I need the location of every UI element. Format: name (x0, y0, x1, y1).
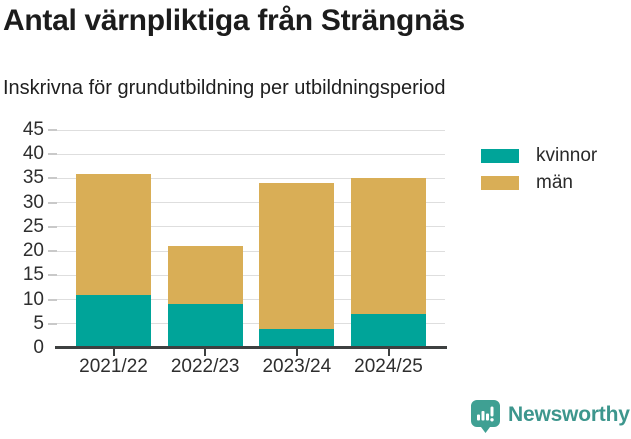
legend-label: kvinnor (536, 145, 598, 166)
y-tick (48, 177, 57, 180)
y-axis-labels: 0 5 10 15 20 25 30 35 40 45 (0, 119, 44, 358)
logo-text: Newsworthy (508, 403, 630, 426)
bar-chart-speech-bubble-icon (471, 400, 500, 433)
y-axis-tick-label: 20 (22, 240, 44, 262)
x-tick (112, 349, 115, 356)
legend-swatch (481, 149, 519, 163)
y-axis-tick-label: 25 (22, 215, 44, 237)
legend-item-män: män (481, 172, 597, 193)
y-tick (48, 129, 57, 131)
y-tick (48, 322, 57, 325)
y-tick (48, 201, 57, 204)
bar-segment-kvinnor-2024/25 (351, 314, 426, 348)
legend-swatch (481, 176, 519, 190)
x-axis-tick-label: 2024/25 (354, 356, 423, 377)
y-tick (48, 250, 57, 253)
legend-label: män (536, 172, 573, 193)
y-tick (48, 153, 57, 156)
bar-segment-män-2024/25 (351, 178, 426, 315)
bar-segment-män-2022/23 (167, 246, 243, 305)
chart-subtitle: Inskrivna för grundutbildning per utbild… (3, 77, 446, 99)
x-tick (204, 349, 207, 356)
legend: kvinnor män (481, 145, 598, 203)
gridline (57, 323, 445, 325)
x-axis-line (55, 346, 447, 349)
legend-item-kvinnor: kvinnor (481, 145, 598, 166)
gridline (57, 202, 445, 204)
x-tick (295, 349, 298, 356)
gridline (57, 226, 445, 228)
y-axis-tick-label: 45 (22, 119, 44, 140)
x-axis-tick-label: 2022/23 (170, 356, 240, 377)
bar-segment-kvinnor-2022/23 (167, 304, 243, 348)
y-axis-tick-label: 30 (22, 191, 44, 213)
y-axis-tick-label: 10 (22, 288, 44, 310)
chart-title: Antal värnpliktiga från Strängnäs (3, 4, 465, 37)
gridline (57, 177, 445, 179)
newsworthy-logo: Newsworthy (471, 400, 630, 433)
x-axis-tick-label: 2021/22 (79, 356, 148, 377)
y-axis-tick-label: 15 (22, 264, 44, 286)
bar-segment-kvinnor-2021/22 (76, 294, 151, 348)
gridline (57, 299, 445, 301)
gridline (57, 153, 445, 155)
plot-area (48, 129, 445, 348)
y-tick (48, 274, 57, 277)
gridline (57, 274, 445, 276)
y-axis-tick-label: 5 (33, 312, 44, 334)
y-axis-tick-label: 40 (22, 143, 44, 165)
y-axis-tick-label: 0 (33, 337, 44, 358)
y-axis-tick-label: 35 (22, 167, 44, 189)
y-tick (48, 225, 57, 228)
bar-segment-män-2023/24 (259, 183, 335, 329)
bar-segment-män-2021/22 (76, 173, 151, 295)
x-axis-tick-label: 2023/24 (262, 356, 332, 377)
gridline (57, 250, 445, 252)
gridline (57, 129, 445, 131)
x-tick (387, 349, 390, 356)
bar-segment-kvinnor-2023/24 (259, 328, 335, 348)
y-tick (48, 298, 57, 301)
